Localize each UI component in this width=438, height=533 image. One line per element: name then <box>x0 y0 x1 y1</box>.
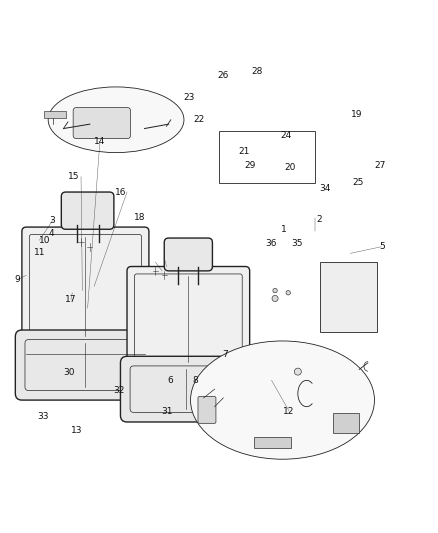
FancyBboxPatch shape <box>254 437 291 448</box>
FancyBboxPatch shape <box>333 413 359 433</box>
Text: 35: 35 <box>291 239 303 248</box>
Text: 6: 6 <box>167 376 173 385</box>
Text: 25: 25 <box>353 178 364 187</box>
Text: 30: 30 <box>64 368 75 377</box>
FancyBboxPatch shape <box>61 192 114 229</box>
Text: 3: 3 <box>49 216 56 225</box>
Text: 4: 4 <box>49 229 54 238</box>
Text: 34: 34 <box>319 184 331 193</box>
Text: 29: 29 <box>244 161 255 170</box>
Ellipse shape <box>48 87 184 152</box>
Circle shape <box>286 290 290 295</box>
Text: 13: 13 <box>71 426 82 435</box>
Circle shape <box>273 288 277 293</box>
FancyBboxPatch shape <box>44 111 66 118</box>
Circle shape <box>272 295 278 302</box>
Text: 8: 8 <box>192 376 198 385</box>
FancyBboxPatch shape <box>22 227 149 345</box>
Text: 17: 17 <box>65 295 77 304</box>
Text: 26: 26 <box>218 71 229 80</box>
Text: 28: 28 <box>252 67 263 76</box>
Text: 11: 11 <box>34 248 45 257</box>
FancyBboxPatch shape <box>164 238 212 271</box>
FancyBboxPatch shape <box>73 108 131 139</box>
Text: 18: 18 <box>134 213 146 222</box>
Text: 36: 36 <box>265 239 276 248</box>
Text: 23: 23 <box>184 93 195 102</box>
Text: 5: 5 <box>379 243 385 251</box>
Text: 14: 14 <box>94 137 106 146</box>
Text: 15: 15 <box>68 172 79 181</box>
FancyBboxPatch shape <box>120 356 252 422</box>
Text: 12: 12 <box>283 407 295 416</box>
Text: 21: 21 <box>239 147 250 156</box>
Text: 10: 10 <box>39 236 50 245</box>
Text: 16: 16 <box>115 188 126 197</box>
Ellipse shape <box>191 341 374 459</box>
Text: 31: 31 <box>162 407 173 416</box>
FancyBboxPatch shape <box>198 397 216 423</box>
Text: 20: 20 <box>284 164 296 173</box>
Text: 32: 32 <box>113 385 125 394</box>
Text: 9: 9 <box>14 275 21 284</box>
Text: 7: 7 <box>223 350 229 359</box>
Text: 22: 22 <box>194 115 205 124</box>
Text: 19: 19 <box>351 110 363 118</box>
Circle shape <box>294 368 301 375</box>
Text: 2: 2 <box>316 215 321 224</box>
FancyBboxPatch shape <box>15 330 155 400</box>
Text: 27: 27 <box>374 161 386 170</box>
Text: 1: 1 <box>281 225 287 234</box>
Text: 33: 33 <box>37 412 49 421</box>
FancyBboxPatch shape <box>142 290 158 374</box>
FancyBboxPatch shape <box>320 262 377 332</box>
FancyBboxPatch shape <box>127 266 250 372</box>
Text: 24: 24 <box>280 132 291 141</box>
